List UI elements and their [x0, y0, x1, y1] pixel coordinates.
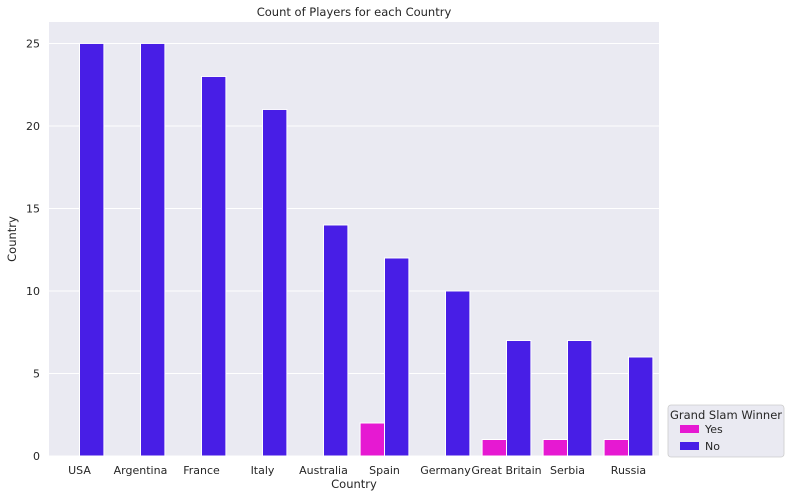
- y-axis-ticks: 0 5 10 15 20 25: [26, 37, 40, 463]
- legend-title: Grand Slam Winner: [670, 408, 782, 422]
- y-tick-label: 20: [26, 120, 40, 133]
- x-tick-label: Great Britain: [471, 464, 541, 477]
- x-tick-label: France: [183, 464, 220, 477]
- x-tick-label: Australia: [299, 464, 348, 477]
- bar-no-germany: [445, 290, 471, 457]
- x-tick-label: Serbia: [550, 464, 585, 477]
- bar-yes-spain: [359, 422, 386, 457]
- bars: [79, 42, 654, 457]
- bar-no-great-britain: [506, 339, 532, 457]
- y-tick-label: 10: [26, 285, 40, 298]
- bar-no-argentina: [140, 42, 166, 457]
- bar-no-france: [201, 75, 227, 457]
- y-tick-label: 25: [26, 37, 40, 50]
- bar-no-serbia: [567, 339, 593, 457]
- legend: Grand Slam Winner Yes No: [667, 404, 785, 458]
- x-tick-label: Argentina: [114, 464, 168, 477]
- legend-label-no: No: [705, 440, 720, 453]
- x-axis-ticks: USA Argentina France Italy Australia Spain Ger…: [68, 464, 646, 477]
- legend-swatch-no: [680, 442, 699, 450]
- y-tick-label: 15: [26, 202, 40, 215]
- bar-no-usa: [79, 42, 105, 457]
- legend-swatch-yes: [680, 425, 699, 433]
- x-tick-label: USA: [68, 464, 91, 477]
- y-axis-title: Country: [5, 216, 19, 262]
- x-axis-title: Country: [331, 477, 377, 491]
- chart-title: Count of Players for each Country: [257, 5, 452, 19]
- bar-yes-great-britain: [481, 438, 508, 457]
- bar-no-spain: [384, 257, 410, 457]
- x-tick-label: Russia: [611, 464, 646, 477]
- x-tick-label: Italy: [251, 464, 275, 477]
- bar-yes-russia: [603, 438, 629, 457]
- x-tick-label: Spain: [369, 464, 400, 477]
- bar-no-australia: [323, 224, 349, 457]
- bar-yes-serbia: [542, 438, 568, 457]
- bar-no-italy: [262, 108, 288, 457]
- y-tick-label: 0: [33, 450, 40, 463]
- x-tick-label: Germany: [420, 464, 471, 477]
- bar-no-russia: [628, 356, 654, 457]
- legend-label-yes: Yes: [704, 423, 723, 436]
- y-tick-label: 5: [33, 367, 40, 380]
